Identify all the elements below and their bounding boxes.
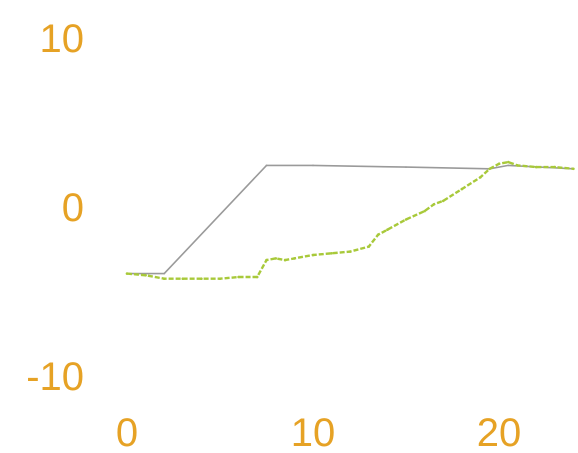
x-tick-label: 20 <box>477 411 522 453</box>
series-2-point <box>330 252 333 255</box>
series-2-point <box>507 160 510 164</box>
y-tick-label: -10 <box>26 355 84 399</box>
series-2-point <box>404 218 408 221</box>
series-2-point <box>460 187 464 191</box>
series-2-point <box>293 257 296 260</box>
series-2-point <box>218 277 222 281</box>
series-2-point <box>283 258 287 262</box>
series-2-point <box>265 258 268 262</box>
series-1-point <box>163 272 166 275</box>
series-2-point <box>432 203 436 206</box>
series-1-point <box>312 164 314 167</box>
x-tick-label: 10 <box>291 411 336 453</box>
series-2-point <box>274 257 278 260</box>
x-tick-label: 0 <box>116 411 138 453</box>
series-line-2 <box>126 160 574 280</box>
x-axis-tick-labels: 0 10 20 <box>116 411 521 453</box>
series-2-point <box>386 228 389 231</box>
series-2-point <box>162 277 166 281</box>
series-2-point <box>516 164 519 167</box>
y-tick-label: 10 <box>40 17 85 61</box>
series-2-point <box>255 275 259 279</box>
series-1-point <box>507 164 510 167</box>
series-line-1 <box>127 164 574 275</box>
series-2-point <box>572 167 575 171</box>
series-2-point <box>181 277 185 281</box>
series-2-point <box>200 277 203 281</box>
series-2-point <box>144 274 147 277</box>
series-1-point <box>265 164 268 167</box>
series-2-point <box>497 162 501 166</box>
series-2-point <box>311 253 315 257</box>
series-2-point <box>479 176 482 179</box>
series-2-point <box>376 233 380 236</box>
series-2-point <box>125 272 129 275</box>
series-2-point <box>348 250 352 253</box>
series-2-point <box>423 209 426 213</box>
series-2-point <box>441 199 445 203</box>
plot-area <box>125 160 575 281</box>
y-tick-label: 0 <box>62 186 84 230</box>
series-2-point <box>237 275 240 279</box>
series-2-point <box>367 245 371 248</box>
series-2-point <box>488 167 492 171</box>
y-axis-tick-labels: 10 0 -10 <box>26 17 84 399</box>
series-2-point <box>553 165 557 169</box>
series-1-point <box>405 166 407 169</box>
series-2-point <box>534 165 538 169</box>
